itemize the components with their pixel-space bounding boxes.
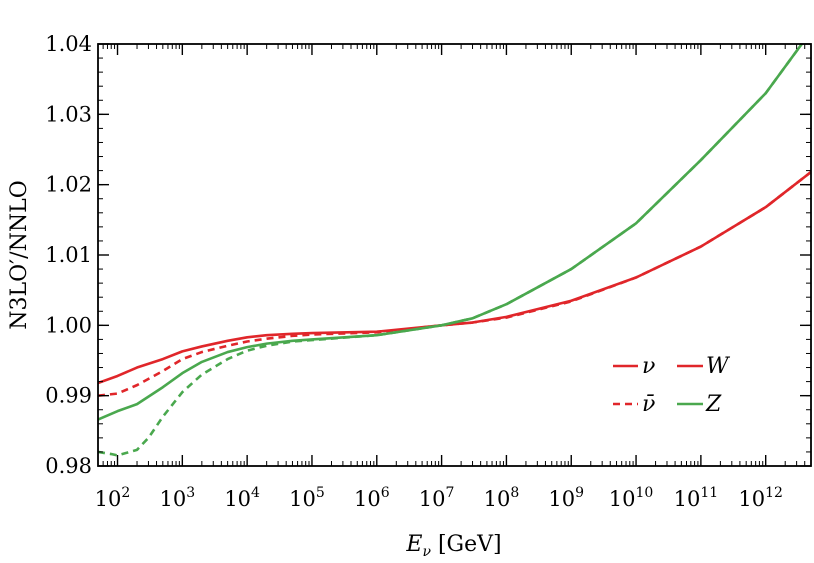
tick-labels: 0.98 0.99 1.00 1.01 1.02 1.03 1.04 102 103 104 105…	[45, 32, 783, 511]
x-tick-label: 103	[160, 485, 196, 511]
legend: ν ν̄ WZ	[613, 354, 731, 417]
y-tick-label: 1.02	[45, 173, 92, 197]
x-axis-label: Eν [GeV]	[405, 532, 501, 560]
series-layer	[98, 44, 811, 457]
series-line-w-nu	[98, 170, 811, 385]
x-tick-label: 109	[548, 485, 584, 511]
x-tick-label: 105	[289, 485, 325, 511]
x-tick-label: 1012	[738, 485, 783, 511]
legend-label-nubar: ν̄	[642, 392, 655, 417]
series-line-z-nu	[98, 44, 804, 421]
x-tick-label: 1010	[609, 485, 654, 511]
ticks-layer	[97, 43, 812, 467]
x-tick-label: 102	[95, 485, 131, 511]
legend-label-w: W	[706, 354, 731, 379]
x-tick-label: 106	[354, 485, 390, 511]
series-line-z-nubar	[98, 44, 804, 457]
plot-frame	[97, 43, 812, 467]
series-line-w-nubar	[98, 170, 811, 397]
y-tick-label: 1.04	[45, 32, 92, 56]
x-tick-label: 107	[419, 485, 455, 511]
y-tick-label: 1.01	[45, 243, 92, 267]
y-tick-label: 0.99	[45, 384, 92, 408]
y-tick-label: 1.00	[45, 313, 92, 337]
y-tick-label: 1.03	[45, 102, 92, 126]
x-tick-label: 104	[224, 485, 260, 511]
legend-label-z: Z	[705, 392, 722, 417]
x-tick-label: 1011	[674, 485, 719, 511]
y-axis-label: N3LO′/NNLO	[7, 180, 32, 329]
y-tick-label: 0.98	[45, 454, 92, 478]
legend-label-nu: ν	[642, 354, 655, 379]
x-tick-label: 108	[484, 485, 520, 511]
